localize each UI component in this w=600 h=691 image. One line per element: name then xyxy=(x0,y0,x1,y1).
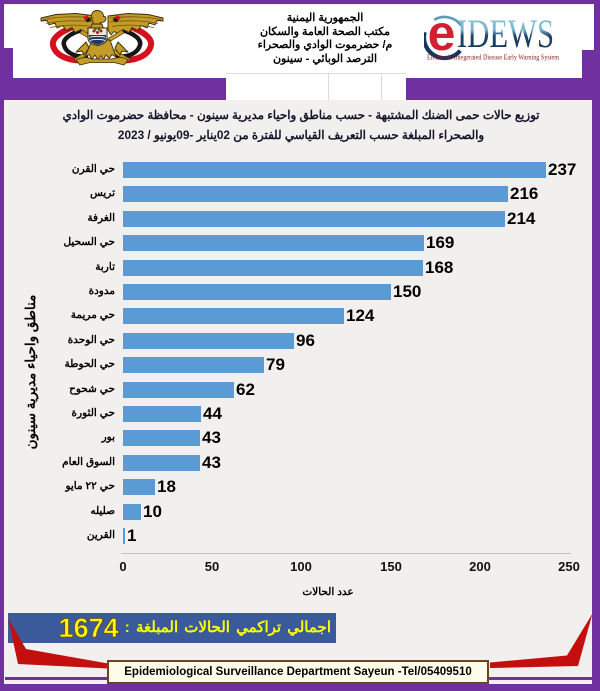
svg-text:IDEWS: IDEWS xyxy=(457,14,554,56)
svg-text:e: e xyxy=(428,14,456,61)
svg-text:Electronic Integerated Disease: Electronic Integerated Disease Early War… xyxy=(427,53,559,62)
